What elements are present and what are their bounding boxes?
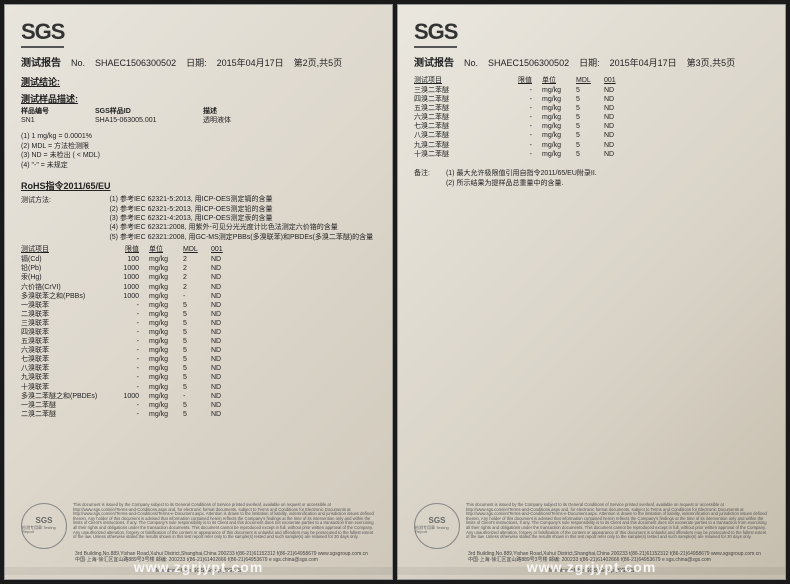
footnote-line: (1) 1 mg/kg = 0.0001% [21, 132, 376, 142]
addr-line2: 中国·上海·徐汇区宜山路889号3号楼 邮编: 200233 t(86-21)6… [468, 557, 769, 563]
sample-data-row: SN1 SHA15-063005.001 透明液体 [21, 116, 376, 125]
report-title: 测试报告 [21, 54, 61, 69]
col-result: 001 [604, 75, 626, 86]
col-item: 测试项目 [414, 75, 504, 86]
table-row: 三溴二苯醚-mg/kg5ND [414, 86, 626, 95]
sgs-stamp: SGS 检测专用章 Testing Report [414, 503, 460, 549]
sample-id: SN1 [21, 116, 77, 125]
sgs-logo: SGS [21, 19, 64, 48]
table-row: 多溴二苯醚之和(PBDEs)1000mg/kg-ND [21, 392, 233, 401]
address-block: 3rd Building,No.889,Yishan Road,Xuhui Di… [75, 551, 376, 563]
results-table-2: 测试项目 限值 单位 MDL 001 三溴二苯醚-mg/kg5ND四溴二苯醚-m… [414, 75, 626, 159]
report-page-2: SGS 测试报告 No. SHAEC1506300502 日期: 2015年04… [397, 4, 786, 580]
table-row: 三溴联苯-mg/kg5ND [21, 319, 233, 328]
addr-line2: 中国·上海·徐汇区宜山路889号3号楼 邮编: 200233 t(86-21)6… [75, 557, 376, 563]
section-conclusion: 测试结论: [21, 75, 376, 88]
col-unit: 单位 [149, 244, 183, 255]
table-row: 九溴二苯醚-mg/kg5ND [414, 141, 626, 150]
date-label: 日期: [186, 56, 207, 69]
sgs-logo: SGS [414, 19, 457, 48]
table-row: 六溴二苯醚-mg/kg5ND [414, 113, 626, 122]
method-line: (2) 参考IEC 62321-5:2013, 用ICP-OES测定铅的含量 [109, 205, 373, 214]
col-mdl: MDL [183, 244, 211, 255]
report-no: SHAEC1506300502 [95, 58, 176, 68]
report-title: 测试报告 [414, 54, 454, 69]
disclaimer-text: This document is issued by the Company s… [73, 503, 376, 549]
rohs-title: RoHS指令2011/65/EU [21, 179, 376, 192]
table-row: 多溴联苯之和(PBBs)1000mg/kg-ND [21, 292, 233, 301]
disclaimer-block: SGS 检测专用章 Testing Report This document i… [21, 503, 376, 549]
remarks-label: 备注: [414, 169, 444, 179]
footnote-line: (4) "-" = 未规定 [21, 161, 376, 171]
table-row: 二溴二苯醚-mg/kg5ND [21, 410, 233, 419]
table-row: 汞(Hg)1000mg/kg2ND [21, 273, 233, 282]
sgs-id-label: SGS样品ID [95, 107, 185, 116]
sample-id-label: 样品编号 [21, 107, 77, 116]
report-header: 测试报告 No. SHAEC1506300502 日期: 2015年04月17日… [414, 54, 769, 69]
table-row: 铅(Pb)1000mg/kg2ND [21, 264, 233, 273]
report-no-label: No. [71, 58, 85, 68]
table-row: 九溴联苯-mg/kg5ND [21, 373, 233, 382]
report-page-1: SGS 测试报告 No. SHAEC1506300502 日期: 2015年04… [4, 4, 393, 580]
col-item: 测试项目 [21, 244, 111, 255]
footnote-line: (2) MDL = 方法检测限 [21, 142, 376, 152]
table-header: 测试项目 限值 单位 MDL 001 [21, 244, 233, 255]
col-result: 001 [211, 244, 233, 255]
member-line: Member of the SGS Group (SGS S [398, 567, 785, 575]
date-label: 日期: [579, 56, 600, 69]
test-methods: 测试方法: (1) 参考IEC 62321-5:2013, 用ICP-OES测定… [21, 195, 376, 242]
results-table-1: 测试项目 限值 单位 MDL 001 镉(Cd)100mg/kg2ND铅(Pb)… [21, 244, 233, 419]
table-row: 五溴联苯-mg/kg5ND [21, 337, 233, 346]
method-line: (5) 参考IEC 62321:2008, 用GC-MS测定PBBs(多溴联苯)… [109, 233, 373, 242]
report-no-label: No. [464, 58, 478, 68]
sample-header-row: 样品编号 SGS样品ID 描述 [21, 107, 376, 116]
table-row: 七溴二苯醚-mg/kg5ND [414, 122, 626, 131]
sgs-id: SHA15-063005.001 [95, 116, 185, 125]
table-row: 四溴二苯醚-mg/kg5ND [414, 95, 626, 104]
table-row: 八溴二苯醚-mg/kg5ND [414, 131, 626, 140]
section-sample-desc: 测试样品描述: [21, 92, 376, 105]
table-row: 四溴联苯-mg/kg5ND [21, 328, 233, 337]
method-line: (4) 参考IEC 62321:2008, 用紫外-可见分光光度计比色法测定六价… [109, 223, 373, 232]
table-row: 镉(Cd)100mg/kg2ND [21, 255, 233, 264]
col-limit: 限值 [504, 75, 542, 86]
report-date: 2015年04月17日 [610, 56, 677, 69]
report-header: 测试报告 No. SHAEC1506300502 日期: 2015年04月17日… [21, 54, 376, 69]
page-info: 第2页,共5页 [294, 56, 343, 69]
table-row: 五溴二苯醚-mg/kg5ND [414, 104, 626, 113]
remark-line: (2) 所示结果为提样品总重量中的含量. [446, 179, 597, 189]
sgs-stamp: SGS 检测专用章 Testing Report [21, 503, 67, 549]
table-row: 六溴联苯-mg/kg5ND [21, 346, 233, 355]
stamp-sub: 检测专用章 Testing Report [415, 526, 459, 535]
table-row: 六价铬(CrVI)1000mg/kg2ND [21, 283, 233, 292]
disclaimer-block: SGS 检测专用章 Testing Report This document i… [414, 503, 769, 549]
remarks-block: 备注: (1) 最大允许极限值引用自指令2011/65/EU附录II.(2) 所… [414, 169, 769, 189]
address-block: 3rd Building,No.889,Yishan Road,Xuhui Di… [468, 551, 769, 563]
desc-label: 描述 [203, 107, 217, 116]
table-row: 一溴联苯-mg/kg5ND [21, 301, 233, 310]
method-label: 测试方法: [21, 195, 63, 205]
member-line: Member of the SGS Group (SGS S [5, 567, 392, 575]
table-row: 八溴联苯-mg/kg5ND [21, 364, 233, 373]
table-header: 测试项目 限值 单位 MDL 001 [414, 75, 626, 86]
remark-line: (1) 最大允许极限值引用自指令2011/65/EU附录II. [446, 169, 597, 179]
page-info: 第3页,共5页 [687, 56, 736, 69]
method-line: (1) 参考IEC 62321-5:2013, 用ICP-OES测定镉的含量 [109, 195, 373, 204]
table-row: 一溴二苯醚-mg/kg5ND [21, 401, 233, 410]
report-date: 2015年04月17日 [217, 56, 284, 69]
disclaimer-text: This document is issued by the Company s… [466, 503, 769, 549]
col-mdl: MDL [576, 75, 604, 86]
table-row: 十溴二苯醚-mg/kg5ND [414, 150, 626, 159]
stamp-sub: 检测专用章 Testing Report [22, 526, 66, 535]
method-line: (3) 参考IEC 62321-4:2013, 用ICP-OES测定汞的含量 [109, 214, 373, 223]
footnote-line: (3) ND = 未检出 ( < MDL) [21, 151, 376, 161]
sample-desc: 透明液体 [203, 116, 231, 125]
col-unit: 单位 [542, 75, 576, 86]
report-no: SHAEC1506300502 [488, 58, 569, 68]
footnotes: (1) 1 mg/kg = 0.0001%(2) MDL = 方法检测限(3) … [21, 132, 376, 171]
table-row: 二溴联苯-mg/kg5ND [21, 310, 233, 319]
table-row: 十溴联苯-mg/kg5ND [21, 383, 233, 392]
col-limit: 限值 [111, 244, 149, 255]
table-row: 七溴联苯-mg/kg5ND [21, 355, 233, 364]
